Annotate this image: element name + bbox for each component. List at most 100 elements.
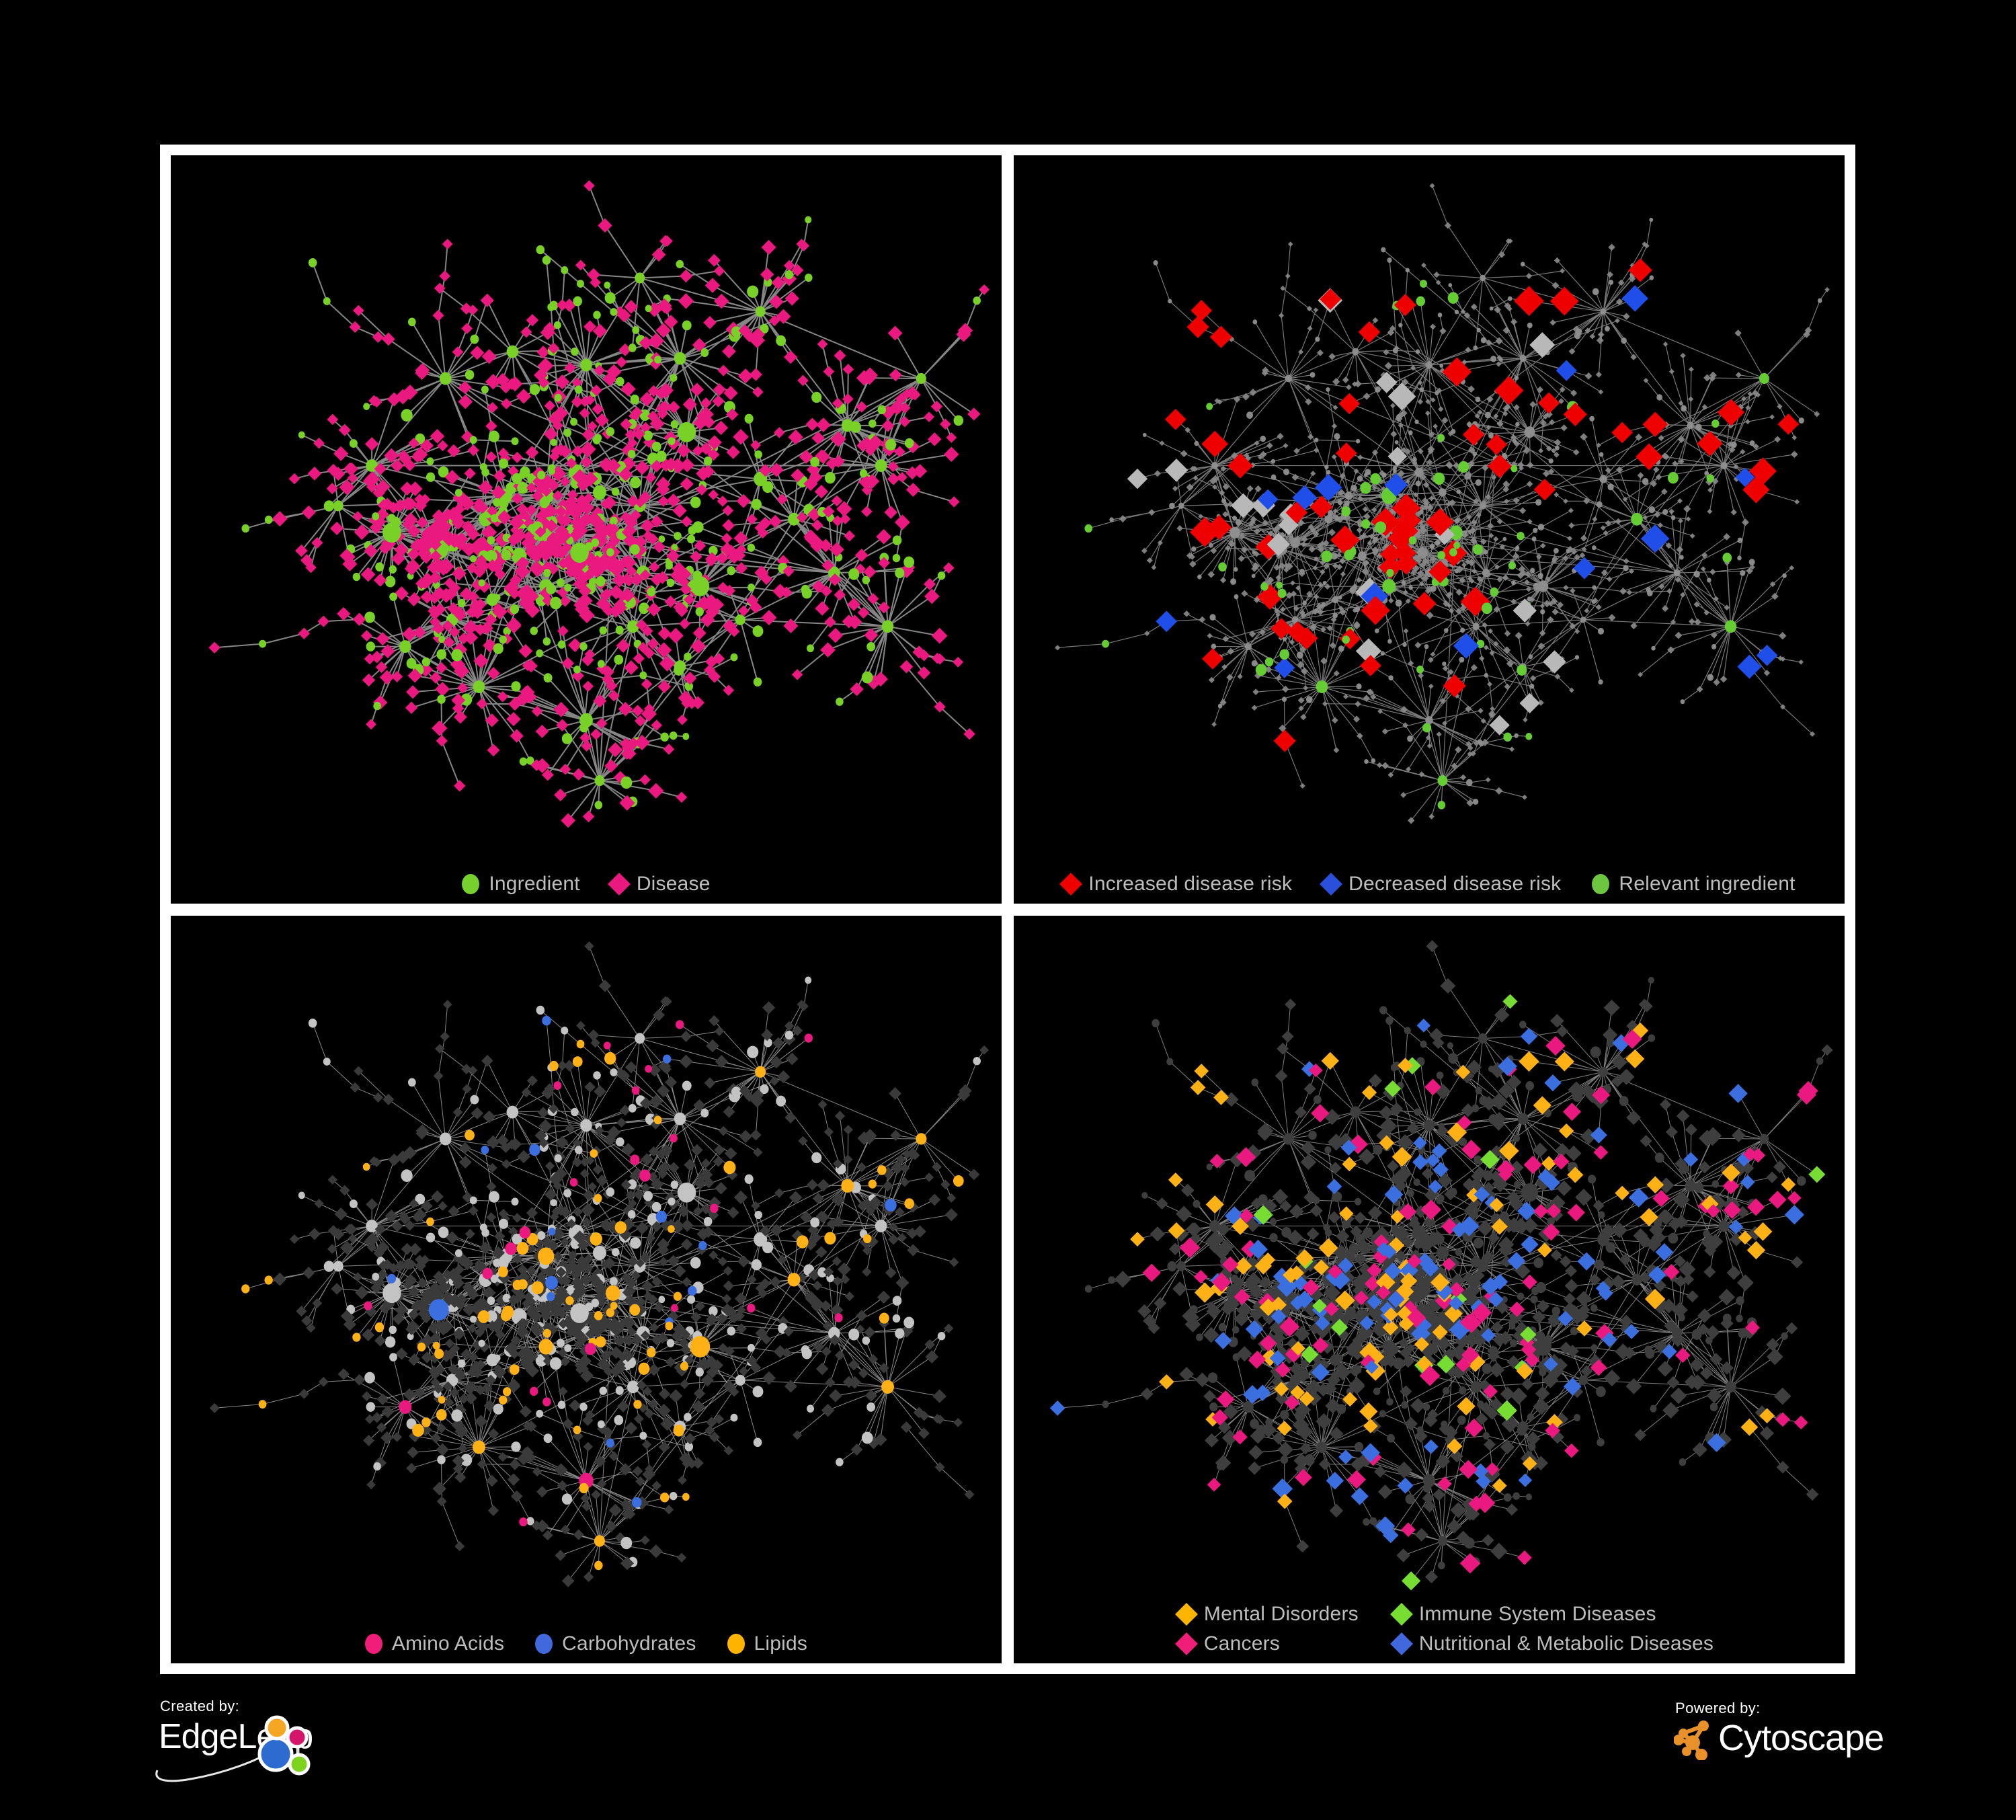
network-node-disease [579,1168,590,1179]
network-node-disease [1485,493,1492,500]
network-node-disease [1465,346,1471,353]
network-node-disease [373,573,387,587]
network-node-disease [454,1471,467,1483]
network-node-ingredient [438,635,446,643]
network-node-ingredient [366,641,376,651]
network-node-ingredient [499,1395,508,1404]
network-node-ingredient [1196,1333,1203,1341]
network-node-ingredient [787,1272,801,1286]
network-node-disease [676,1552,687,1562]
network-node-disease [573,578,585,590]
network-node-ingredient [754,1232,768,1247]
network-node-ingredient [1152,1019,1160,1027]
network-node-disease [1439,327,1447,335]
network-node-ingredient [1670,515,1676,520]
network-node-disease [1568,522,1575,529]
network-node-disease [555,1135,569,1149]
network-node-disease [1279,562,1286,569]
panel-ingredient-class[interactable]: Amino Acids Carbohydrates Lipids [171,915,1002,1663]
network-node-ingredient [1709,1402,1718,1411]
network-node-disease [1328,1210,1341,1224]
network-node-disease [1150,1226,1166,1242]
network-node-ingredient [1269,1232,1278,1242]
network-node-ingredient [470,334,479,344]
network-node-ingredient [875,1219,887,1232]
network-node-disease [1668,508,1675,515]
network-node-disease [946,432,957,443]
network-node-disease [1596,336,1604,344]
network-node-ingredient [387,514,396,523]
network-node-disease [1254,440,1260,446]
network-node-disease [1536,1299,1550,1312]
network-node-ingredient [1153,260,1158,266]
network-node-ingredient [366,1219,378,1232]
network-node-disease [1615,518,1622,525]
network-node-ingredient [1388,675,1394,681]
network-node-ingredient [434,1348,444,1359]
network-node-disease [535,725,549,738]
network-node-disease [1444,222,1451,229]
network-node-disease [1207,571,1215,578]
network-node-disease [1580,1364,1593,1378]
network-node-disease [1381,762,1389,770]
network-node-disease [608,584,624,600]
network-node-ingredient [594,434,602,442]
network-node-ingredient [841,1179,854,1193]
network-node-disease [1724,604,1730,611]
network-node-disease [1242,393,1250,401]
network-node-disease [679,618,690,630]
network-node-ingredient [1303,1454,1315,1466]
network-node-disease [1429,183,1435,189]
network-node-disease [430,1332,442,1343]
network-node-ingredient [470,1095,479,1105]
network-node-disease [1759,1425,1775,1440]
network-node-ingredient [1436,1246,1449,1259]
network-node-ingredient [1353,1364,1362,1374]
network-node-disease [465,1228,475,1239]
network-node-disease [556,299,569,311]
network-node-ingredient [511,437,519,446]
network-node-ingredient [1191,546,1197,552]
network-node-ingredient [1335,516,1340,521]
network-node-disease [1592,1199,1605,1212]
network-node-ingredient [536,1005,545,1015]
network-node-disease [1114,1270,1131,1288]
panel-disease-risk[interactable]: Increased disease risk Decreased disease… [1014,155,1845,904]
network-node-disease [553,1251,563,1261]
network-node-disease [433,586,446,600]
network-node-disease [485,374,501,390]
network-node-ingredient [1324,465,1329,470]
network-node-disease [1336,552,1342,558]
network-node-ingredient [1102,1400,1109,1408]
network-node-ingredient [747,543,756,552]
network-node-disease [1539,629,1546,637]
network-node-ingredient [674,352,686,365]
network-node-disease [1720,675,1728,683]
network-node-ingredient [308,258,317,268]
network-node-disease [1055,645,1061,651]
network-node-ingredient [516,1241,529,1255]
network-node-ingredient [684,1413,692,1421]
network-node-disease [303,1266,315,1279]
network-node-ingredient [546,583,557,595]
network-node-ingredient [1530,1295,1538,1304]
network-node-disease [524,1361,534,1372]
panel-ingredient-disease[interactable]: Ingredient Disease [171,155,1002,904]
network-node-disease [829,1388,842,1402]
network-node-ingredient [373,1462,381,1470]
network-node-ingredient [553,1080,562,1090]
network-node-ingredient [519,471,526,479]
network-node-ingredient [630,1154,640,1165]
network-node-disease [1234,395,1241,403]
network-node-disease [1592,597,1599,604]
network-node-disease [430,609,440,621]
network-node-ingredient [1479,502,1486,510]
network-node-disease [1496,420,1504,428]
network-node-ingredient [1740,569,1746,576]
network-node-disease [561,657,575,670]
panel-disease-class[interactable]: Mental Disorders Immune System Diseases … [1014,915,1845,1663]
network-node-disease [819,1300,832,1312]
network-node-ingredient [1401,580,1406,586]
network-node-ingredient [352,1332,361,1342]
network-node-disease [1502,411,1508,417]
